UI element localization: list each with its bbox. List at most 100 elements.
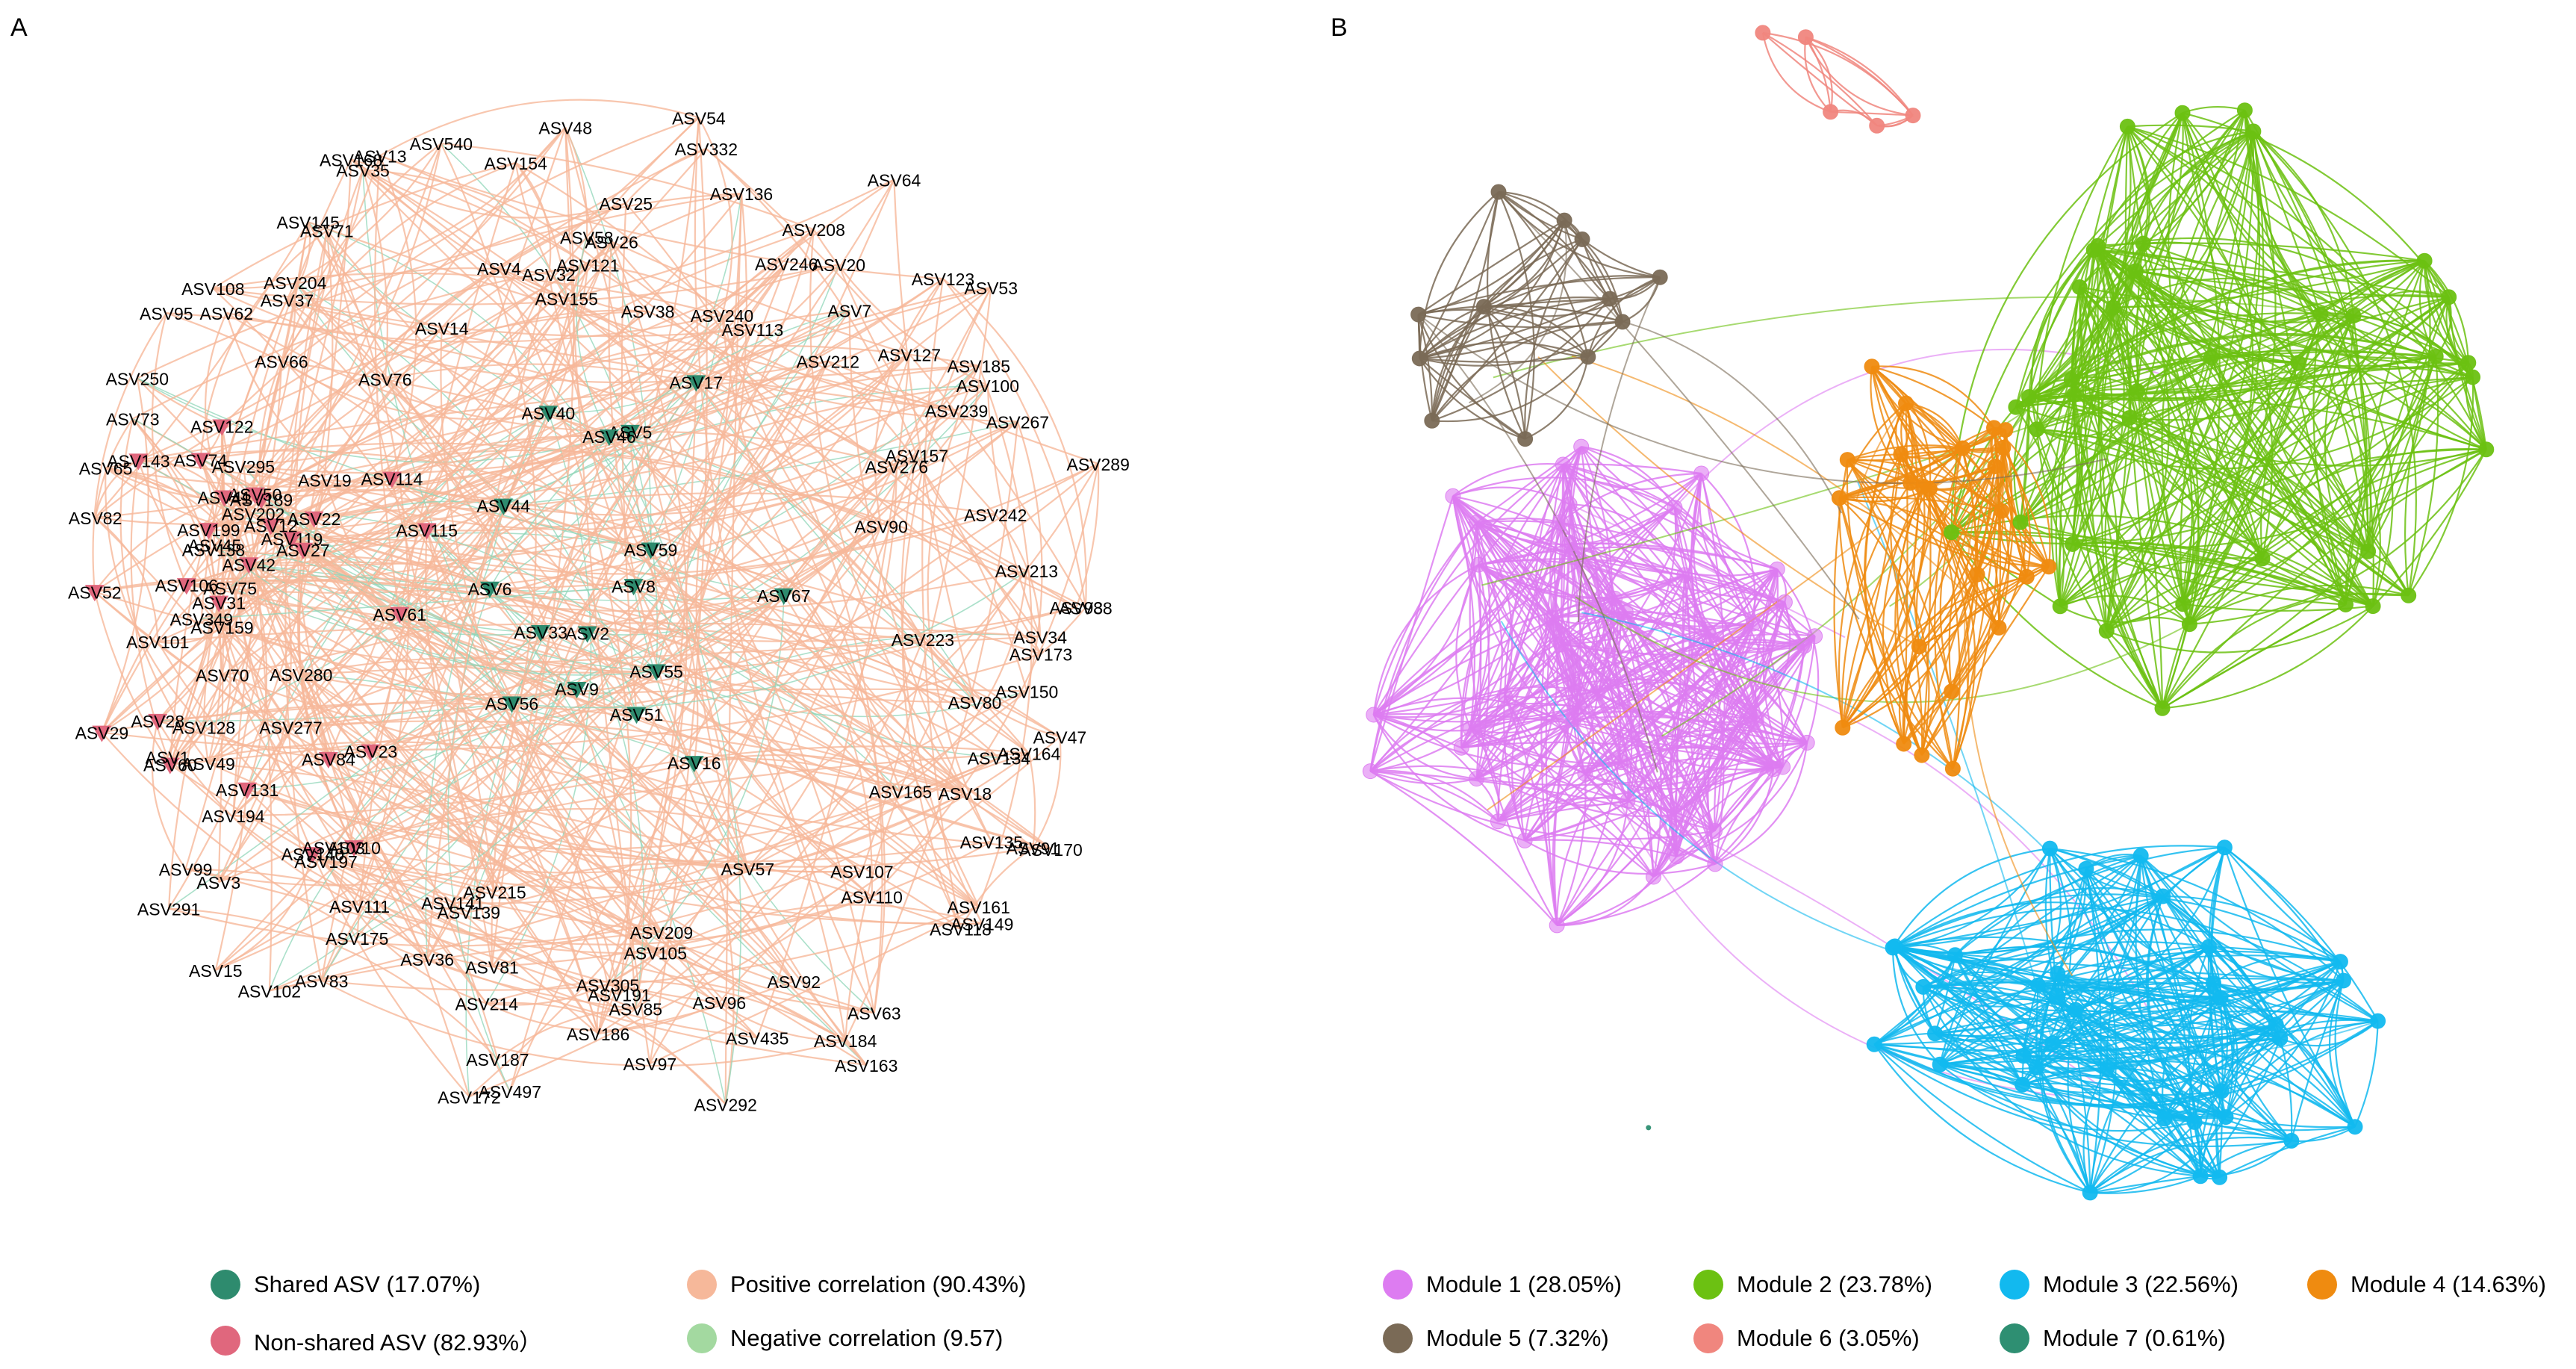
- module-edge: [1419, 305, 1484, 359]
- module-edge: [2142, 110, 2246, 245]
- module-edge: [1483, 306, 1526, 439]
- module-node: [2012, 514, 2029, 530]
- asv-node-label: ASV131: [216, 780, 279, 800]
- module-edge: [2290, 980, 2345, 1141]
- positive-correlation-edge: [101, 202, 626, 733]
- module-node: [1994, 503, 2010, 519]
- non-shared-asv-node: [382, 471, 402, 488]
- positive-correlation-edge: [94, 591, 875, 1014]
- module-node: [1911, 639, 1927, 655]
- module-edge: [1708, 631, 1775, 770]
- asv-node-label: ASV8: [612, 577, 656, 596]
- positive-correlation-edge: [586, 236, 957, 412]
- positive-correlation-edge: [269, 525, 882, 992]
- module-edge: [1557, 876, 1655, 927]
- asv-node-label: ASV305: [576, 975, 639, 995]
- module-edge: [1894, 893, 2341, 963]
- module-edge: [1841, 482, 1911, 728]
- module-edge: [1830, 111, 1914, 117]
- asv-node-label: ASV118: [930, 920, 992, 940]
- asv-node-label: ASV161: [947, 898, 1009, 917]
- positive-correlation-edge: [208, 762, 983, 925]
- legend-label: Module 4 (14.63%): [2351, 1271, 2546, 1297]
- module-edge: [1372, 464, 1564, 715]
- positive-correlation-edge: [697, 117, 733, 316]
- asv-node-label: ASV60: [143, 756, 197, 775]
- module-edge: [1369, 770, 1715, 840]
- module-edge: [1475, 522, 1757, 721]
- module-edge: [2106, 417, 2130, 631]
- module-edge: [2022, 1037, 2281, 1094]
- module-edge: [2211, 354, 2487, 450]
- asv-node-label: ASV95: [140, 304, 193, 323]
- positive-correlation-edge: [467, 454, 918, 913]
- positive-correlation-edge: [927, 365, 992, 842]
- non-shared-asv-node: [293, 542, 313, 559]
- module-node: [1607, 590, 1623, 606]
- module-edge: [1417, 314, 1433, 421]
- positive-correlation-edge: [358, 904, 493, 968]
- asv-node-label: ASV276: [865, 458, 928, 477]
- positive-correlation-edge: [131, 418, 222, 764]
- positive-correlation-edge: [223, 496, 513, 704]
- module-edge: [1652, 645, 1805, 878]
- asv-node-label: ASV46: [582, 427, 636, 447]
- module-edge: [1918, 576, 2027, 648]
- module-edge: [1873, 954, 1956, 1046]
- module-node: [2254, 550, 2271, 567]
- module-edge: [1460, 521, 1561, 748]
- positive-correlation-edge: [243, 328, 753, 467]
- module-node: [1769, 561, 1785, 577]
- positive-correlation-edge: [281, 117, 700, 362]
- module-node: [1707, 856, 1723, 872]
- asv-node-label: ASV64: [868, 170, 921, 190]
- positive-correlation-edge: [169, 763, 620, 996]
- module-edge: [2028, 245, 2099, 397]
- module-node: [2401, 587, 2417, 603]
- negative-correlation-edge: [586, 633, 644, 1009]
- non-shared-asv-node: [176, 578, 196, 595]
- module-edge: [2253, 131, 2417, 596]
- module-edge: [1373, 713, 1478, 780]
- positive-correlation-edge: [650, 548, 847, 1041]
- non-shared-asv-node: [344, 840, 364, 857]
- module-edge: [1569, 542, 1805, 647]
- module-edge: [1487, 191, 1526, 440]
- module-node: [1693, 465, 1710, 482]
- module-node: [1896, 736, 1912, 752]
- module-edge: [2073, 394, 2264, 559]
- negative-correlation-edge: [576, 237, 610, 437]
- module-edge: [1370, 770, 1499, 822]
- positive-correlation-edge: [185, 762, 695, 887]
- module-node: [2135, 235, 2151, 252]
- module-edge: [1762, 31, 1914, 117]
- module-node: [1411, 350, 1428, 367]
- positive-correlation-edge: [1016, 421, 1043, 692]
- shared-asv-node: [623, 579, 644, 596]
- asv-node-label: ASV37: [261, 291, 314, 310]
- module-node: [1613, 754, 1629, 771]
- positive-correlation-edge: [356, 329, 753, 939]
- asv-node-label: ASV40: [522, 403, 576, 423]
- asv-node-label: ASV88: [1059, 598, 1113, 618]
- module-edge: [1372, 714, 1525, 842]
- non-shared-asv-node: [84, 585, 105, 602]
- asv-node-label: ASV22: [287, 509, 341, 529]
- module-edge: [2424, 260, 2487, 450]
- module-edge: [2028, 112, 2184, 398]
- positive-correlation-edge: [900, 571, 1027, 792]
- module-edge: [2059, 448, 2486, 607]
- module-node: [1776, 594, 1793, 610]
- positive-correlation-edge: [649, 906, 980, 1065]
- positive-correlation-edge: [695, 329, 753, 869]
- positive-correlation-edge: [105, 467, 293, 539]
- asv-node-label: ASV145: [276, 213, 339, 232]
- module-node: [1552, 514, 1569, 530]
- module-edge: [2106, 110, 2246, 631]
- module-edge: [2072, 543, 2409, 597]
- positive-correlation-edge: [694, 117, 875, 1013]
- module-edge: [1373, 522, 1478, 715]
- module-edge: [2075, 847, 2226, 1011]
- network-b-edges: [1369, 31, 2487, 1194]
